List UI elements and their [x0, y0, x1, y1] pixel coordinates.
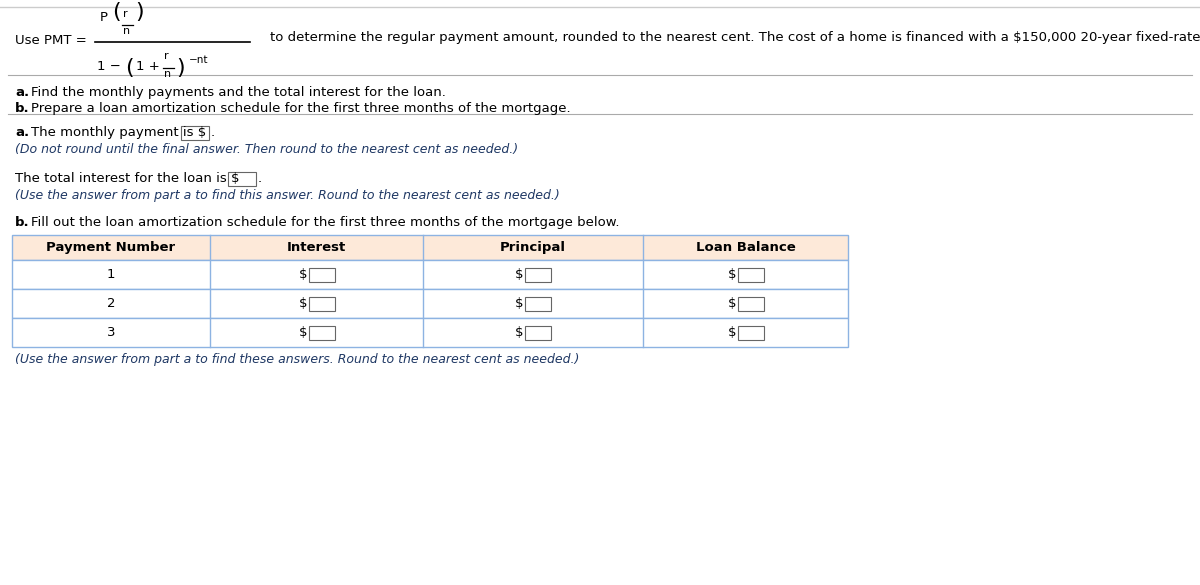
FancyBboxPatch shape — [308, 267, 335, 281]
Text: P: P — [100, 11, 108, 24]
Text: Prepare a loan amortization schedule for the first three months of the mortgage.: Prepare a loan amortization schedule for… — [31, 102, 571, 115]
Text: $: $ — [515, 297, 523, 310]
Text: .: . — [258, 172, 262, 185]
FancyBboxPatch shape — [526, 325, 551, 339]
Text: $: $ — [727, 268, 736, 281]
Text: −nt: −nt — [190, 55, 209, 65]
Text: 1 −: 1 − — [97, 60, 121, 73]
Text: (Use the answer from part a to find these answers. Round to the nearest cent as : (Use the answer from part a to find thes… — [14, 353, 580, 366]
Text: a.: a. — [14, 126, 29, 139]
Text: to determine the regular payment amount, rounded to the nearest cent. The cost o: to determine the regular payment amount,… — [270, 32, 1200, 44]
Text: b.: b. — [14, 216, 30, 229]
Text: (: ( — [112, 2, 121, 22]
Text: $: $ — [727, 297, 736, 310]
Text: The total interest for the loan is $: The total interest for the loan is $ — [14, 172, 240, 185]
FancyBboxPatch shape — [12, 260, 848, 289]
Text: $: $ — [299, 326, 307, 339]
FancyBboxPatch shape — [738, 267, 763, 281]
Text: $: $ — [299, 268, 307, 281]
Text: (Use the answer from part a to find this answer. Round to the nearest cent as ne: (Use the answer from part a to find this… — [14, 189, 559, 202]
Text: n: n — [164, 69, 172, 79]
Text: .: . — [211, 126, 215, 139]
Text: 3: 3 — [107, 326, 115, 339]
Text: 1: 1 — [107, 268, 115, 281]
Text: $: $ — [727, 326, 736, 339]
Text: $: $ — [515, 326, 523, 339]
Text: The monthly payment is $: The monthly payment is $ — [31, 126, 206, 139]
FancyBboxPatch shape — [12, 318, 848, 347]
FancyBboxPatch shape — [738, 325, 763, 339]
Text: r: r — [164, 51, 169, 61]
Text: (: ( — [125, 58, 133, 78]
Text: Find the monthly payments and the total interest for the loan.: Find the monthly payments and the total … — [31, 86, 446, 99]
Text: Principal: Principal — [500, 241, 566, 254]
Text: n: n — [124, 26, 130, 36]
Text: ): ) — [176, 58, 185, 78]
FancyBboxPatch shape — [308, 297, 335, 311]
FancyBboxPatch shape — [308, 325, 335, 339]
Text: a.: a. — [14, 86, 29, 99]
FancyBboxPatch shape — [526, 267, 551, 281]
FancyBboxPatch shape — [738, 297, 763, 311]
Text: r: r — [124, 9, 127, 19]
Text: Payment Number: Payment Number — [47, 241, 175, 254]
FancyBboxPatch shape — [526, 297, 551, 311]
Text: Interest: Interest — [287, 241, 346, 254]
Text: 2: 2 — [107, 297, 115, 310]
FancyBboxPatch shape — [12, 235, 848, 260]
Text: ): ) — [134, 2, 144, 22]
Text: $: $ — [515, 268, 523, 281]
Text: $: $ — [299, 297, 307, 310]
Text: Loan Balance: Loan Balance — [696, 241, 796, 254]
FancyBboxPatch shape — [228, 172, 256, 186]
FancyBboxPatch shape — [181, 126, 209, 140]
Text: (Do not round until the final answer. Then round to the nearest cent as needed.): (Do not round until the final answer. Th… — [14, 143, 518, 156]
Text: 1 +: 1 + — [136, 60, 160, 73]
Text: Use PMT =: Use PMT = — [14, 33, 86, 46]
FancyBboxPatch shape — [12, 289, 848, 318]
Text: b.: b. — [14, 102, 30, 115]
Text: Fill out the loan amortization schedule for the first three months of the mortga: Fill out the loan amortization schedule … — [31, 216, 619, 229]
